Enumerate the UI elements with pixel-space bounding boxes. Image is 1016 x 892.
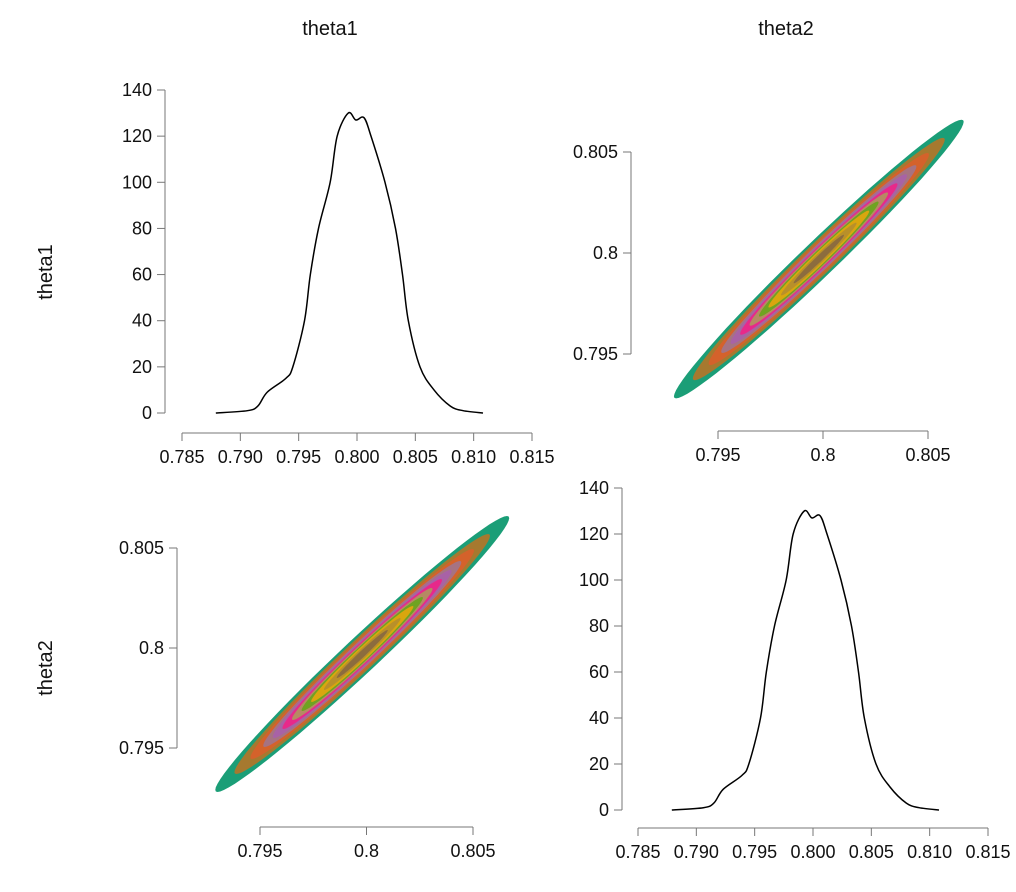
- y-tick-label: 20: [589, 754, 609, 774]
- x-tick-label: 0.810: [451, 447, 496, 467]
- x-tick-label: 0.805: [849, 842, 894, 862]
- contour-panel-theta1-theta2: 0.795 0.8 0.805 0.795 0.8 0.805: [573, 119, 964, 465]
- x-tick-label: 0.795: [276, 447, 321, 467]
- x-tick-label: 0.810: [907, 842, 952, 862]
- x-tick-label: 0.795: [237, 841, 282, 861]
- y-tick-label: 0.805: [573, 142, 618, 162]
- x-tick-label: 0.805: [393, 447, 438, 467]
- y-tick-label: 0.805: [119, 538, 164, 558]
- x-tick-label: 0.790: [674, 842, 719, 862]
- x-tick-label: 0.795: [695, 445, 740, 465]
- y-tick-label: 120: [122, 126, 152, 146]
- y-tick-label: 0.8: [139, 638, 164, 658]
- y-tick-label: 40: [132, 311, 152, 331]
- x-tick-label: 0.805: [905, 445, 950, 465]
- y-tick-label: 80: [132, 218, 152, 238]
- x-tick-label: 0.8: [810, 445, 835, 465]
- y-tick-label: 80: [589, 616, 609, 636]
- contour-level-11: [336, 630, 388, 678]
- x-tick-label: 0.785: [159, 447, 204, 467]
- x-tick-label: 0.815: [965, 842, 1010, 862]
- x-tick-label: 0.795: [732, 842, 777, 862]
- y-tick-label: 140: [122, 80, 152, 100]
- x-tick-label: 0.800: [790, 842, 835, 862]
- y-tick-label: 0.8: [593, 243, 618, 263]
- density-panel-theta1: 0 20 40 60 80 100 120 140 0.785 0.790 0.795 0.800 0.…: [122, 80, 555, 467]
- x-tick-label: 0.790: [218, 447, 263, 467]
- contour-level-11: [793, 234, 844, 284]
- y-tick-label: 0.795: [119, 738, 164, 758]
- y-tick-label: 20: [132, 357, 152, 377]
- y-tick-label: 0: [142, 403, 152, 423]
- x-tick-label: 0.805: [450, 841, 495, 861]
- column-title-theta1: theta1: [302, 18, 358, 40]
- y-tick-label: 60: [589, 662, 609, 682]
- y-tick-label: 40: [589, 708, 609, 728]
- y-tick-label: 60: [132, 265, 152, 285]
- row-title-theta2: theta2: [35, 640, 57, 696]
- density-curve: [215, 111, 484, 414]
- x-tick-label: 0.815: [509, 447, 554, 467]
- y-tick-label: 0: [599, 800, 609, 820]
- row-title-theta1: theta1: [35, 244, 57, 300]
- contour-panel-theta2-theta1: 0.795 0.8 0.805 0.795 0.8 0.805: [119, 516, 510, 861]
- x-tick-label: 0.785: [615, 842, 660, 862]
- y-tick-label: 0.795: [573, 344, 618, 364]
- x-tick-label: 0.800: [334, 447, 379, 467]
- column-title-theta2: theta2: [758, 18, 814, 40]
- y-tick-label: 120: [579, 524, 609, 544]
- x-tick-label: 0.8: [354, 841, 379, 861]
- density-panel-theta2: 0 20 40 60 80 100 120 140 0.785 0.790 0.795 0.800 0.…: [579, 478, 1011, 862]
- density-curve: [671, 509, 940, 811]
- y-tick-label: 140: [579, 478, 609, 498]
- y-tick-label: 100: [579, 570, 609, 590]
- y-tick-label: 100: [122, 172, 152, 192]
